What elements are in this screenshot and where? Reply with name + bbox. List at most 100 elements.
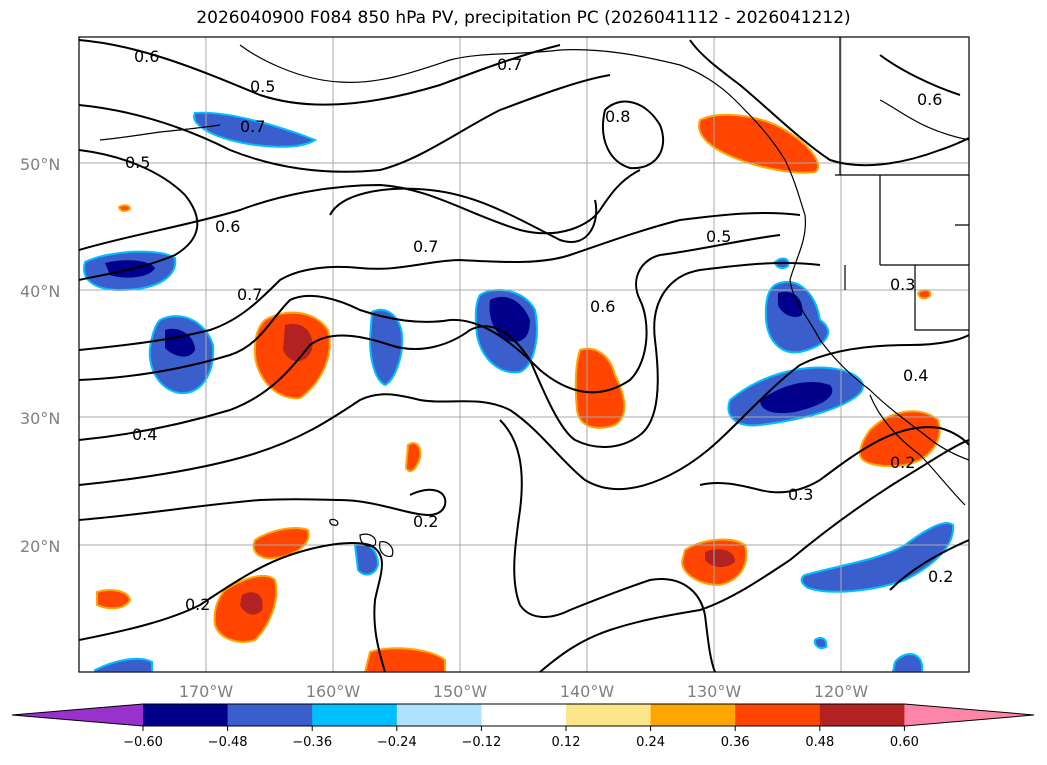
- contour-line: [79, 488, 447, 521]
- colorbar-segment: [481, 704, 567, 726]
- contour-label: 0.2: [413, 512, 438, 531]
- contour-label: 0.3: [788, 485, 813, 504]
- contour-label: 0.5: [706, 227, 731, 246]
- contour-label: 0.7: [237, 285, 262, 304]
- coastline-alaska: [239, 44, 806, 216]
- lon-label: 120°W: [814, 682, 869, 701]
- longitude-labels: 170°W 160°W 150°W 140°W 130°W 120°W: [179, 682, 869, 701]
- precip-area-pos: [404, 442, 422, 473]
- map-frame: [78, 36, 970, 673]
- colorbar-tick-label: 0.12: [552, 735, 581, 750]
- precip-area-pos: [96, 589, 132, 610]
- precip-area-neg: [891, 653, 923, 672]
- colorbar-segment: [650, 704, 736, 726]
- contour-label: 0.5: [250, 77, 275, 96]
- contour-label: 0.7: [413, 237, 438, 256]
- colorbar-tick-label: −0.36: [292, 735, 332, 750]
- colorbar-tick-label: 0.60: [890, 735, 919, 750]
- contour-line: [79, 542, 386, 672]
- colorbar-segment: [227, 704, 313, 726]
- coastlines: [99, 37, 969, 557]
- contour-label: 0.7: [240, 117, 265, 136]
- contour-labels: 0.6 0.5 0.7 0.5 0.7 0.8 0.6 0.6 0.7 0.5 …: [125, 47, 953, 614]
- contour-label: 0.2: [185, 595, 210, 614]
- precip-area-pos: [574, 347, 626, 429]
- lon-label: 150°W: [433, 682, 488, 701]
- precip-area-neg: [813, 637, 828, 650]
- colorbar-tick-label: 0.48: [805, 735, 834, 750]
- colorbar: −0.60 −0.48 −0.36 −0.24 −0.12 0.12 0.24 0.36 0.4…: [11, 703, 1035, 750]
- contour-label: 0.2: [890, 453, 915, 472]
- contour-line: [79, 211, 801, 351]
- colorbar-segment: [312, 704, 398, 726]
- colorbar-segment: [143, 704, 229, 726]
- colorbar-tick-label: 0.24: [636, 735, 665, 750]
- lon-label: 170°W: [179, 682, 234, 701]
- contour-label: 0.8: [605, 107, 630, 126]
- contour-line: [79, 74, 611, 173]
- map-title: 2026040900 F084 850 hPa PV, precipitatio…: [196, 8, 851, 28]
- colorbar-tick-label: −0.12: [461, 735, 501, 750]
- contour-line: [499, 419, 716, 672]
- contour-line: [699, 426, 969, 494]
- contour-line: [879, 54, 961, 96]
- precip-area-neg: [94, 657, 153, 672]
- contour-label: 0.2: [928, 567, 953, 586]
- colorbar-segment: [396, 704, 482, 726]
- contour-line: [329, 187, 598, 243]
- contour-line: [79, 261, 821, 448]
- colorbar-tick-label: −0.24: [377, 735, 417, 750]
- island-hawaii: [329, 518, 394, 557]
- lat-label: 50°N: [20, 155, 60, 174]
- colorbar-tick-label: −0.60: [123, 735, 163, 750]
- latitude-labels: 50°N 40°N 30°N 20°N: [20, 155, 60, 556]
- precip-area-pos-core: [240, 592, 263, 615]
- precip-area-pos: [698, 113, 820, 174]
- contour-label: 0.6: [215, 217, 240, 236]
- colorbar-extend-max: [904, 704, 1034, 726]
- contour-label: 0.5: [125, 153, 150, 172]
- precip-area-neg-core: [760, 381, 833, 414]
- contour-line: [79, 169, 641, 251]
- coastline-west-coast: [789, 214, 969, 461]
- contour-line: [889, 539, 969, 591]
- contour-label: 0.6: [590, 297, 615, 316]
- contour-line: [79, 39, 561, 106]
- contour-line: [79, 334, 969, 491]
- contour-label: 0.4: [903, 366, 928, 385]
- precip-area-neg-core: [778, 291, 803, 317]
- contour-label: 0.6: [134, 47, 159, 66]
- lat-label: 40°N: [20, 282, 60, 301]
- lat-label: 30°N: [20, 409, 60, 428]
- precip-area-neg: [193, 111, 318, 148]
- border-states: [844, 175, 969, 331]
- contour-line: [689, 39, 969, 167]
- colorbar-extend-min: [12, 704, 143, 726]
- contour-label: 0.3: [890, 275, 915, 294]
- colorbar-segment: [566, 704, 652, 726]
- precip-area-neg: [368, 308, 404, 387]
- contour-label: 0.6: [917, 90, 942, 109]
- precip-area-pos-core: [705, 549, 735, 568]
- colorbar-segment: [819, 704, 905, 726]
- colorbar-tick-label: 0.36: [721, 735, 750, 750]
- precip-area-pos: [858, 410, 941, 468]
- contour-line: [539, 439, 969, 672]
- contour-line: [602, 100, 665, 170]
- precip-area-pos: [916, 289, 932, 300]
- colorbar-tick-label: −0.48: [208, 735, 248, 750]
- contour-label: 0.4: [132, 425, 157, 444]
- contour-line: [79, 149, 199, 281]
- lon-label: 160°W: [306, 682, 361, 701]
- contour-line: [79, 234, 781, 394]
- coastline-baja: [869, 394, 966, 506]
- precip-area-pos: [252, 527, 310, 560]
- gridlines: [79, 37, 969, 672]
- colorbar-segment: [735, 704, 821, 726]
- border-canada-interior: [839, 37, 969, 175]
- lon-label: 140°W: [560, 682, 615, 701]
- pv-contours: [79, 39, 969, 672]
- precip-shading: [83, 111, 955, 672]
- lon-label: 130°W: [687, 682, 742, 701]
